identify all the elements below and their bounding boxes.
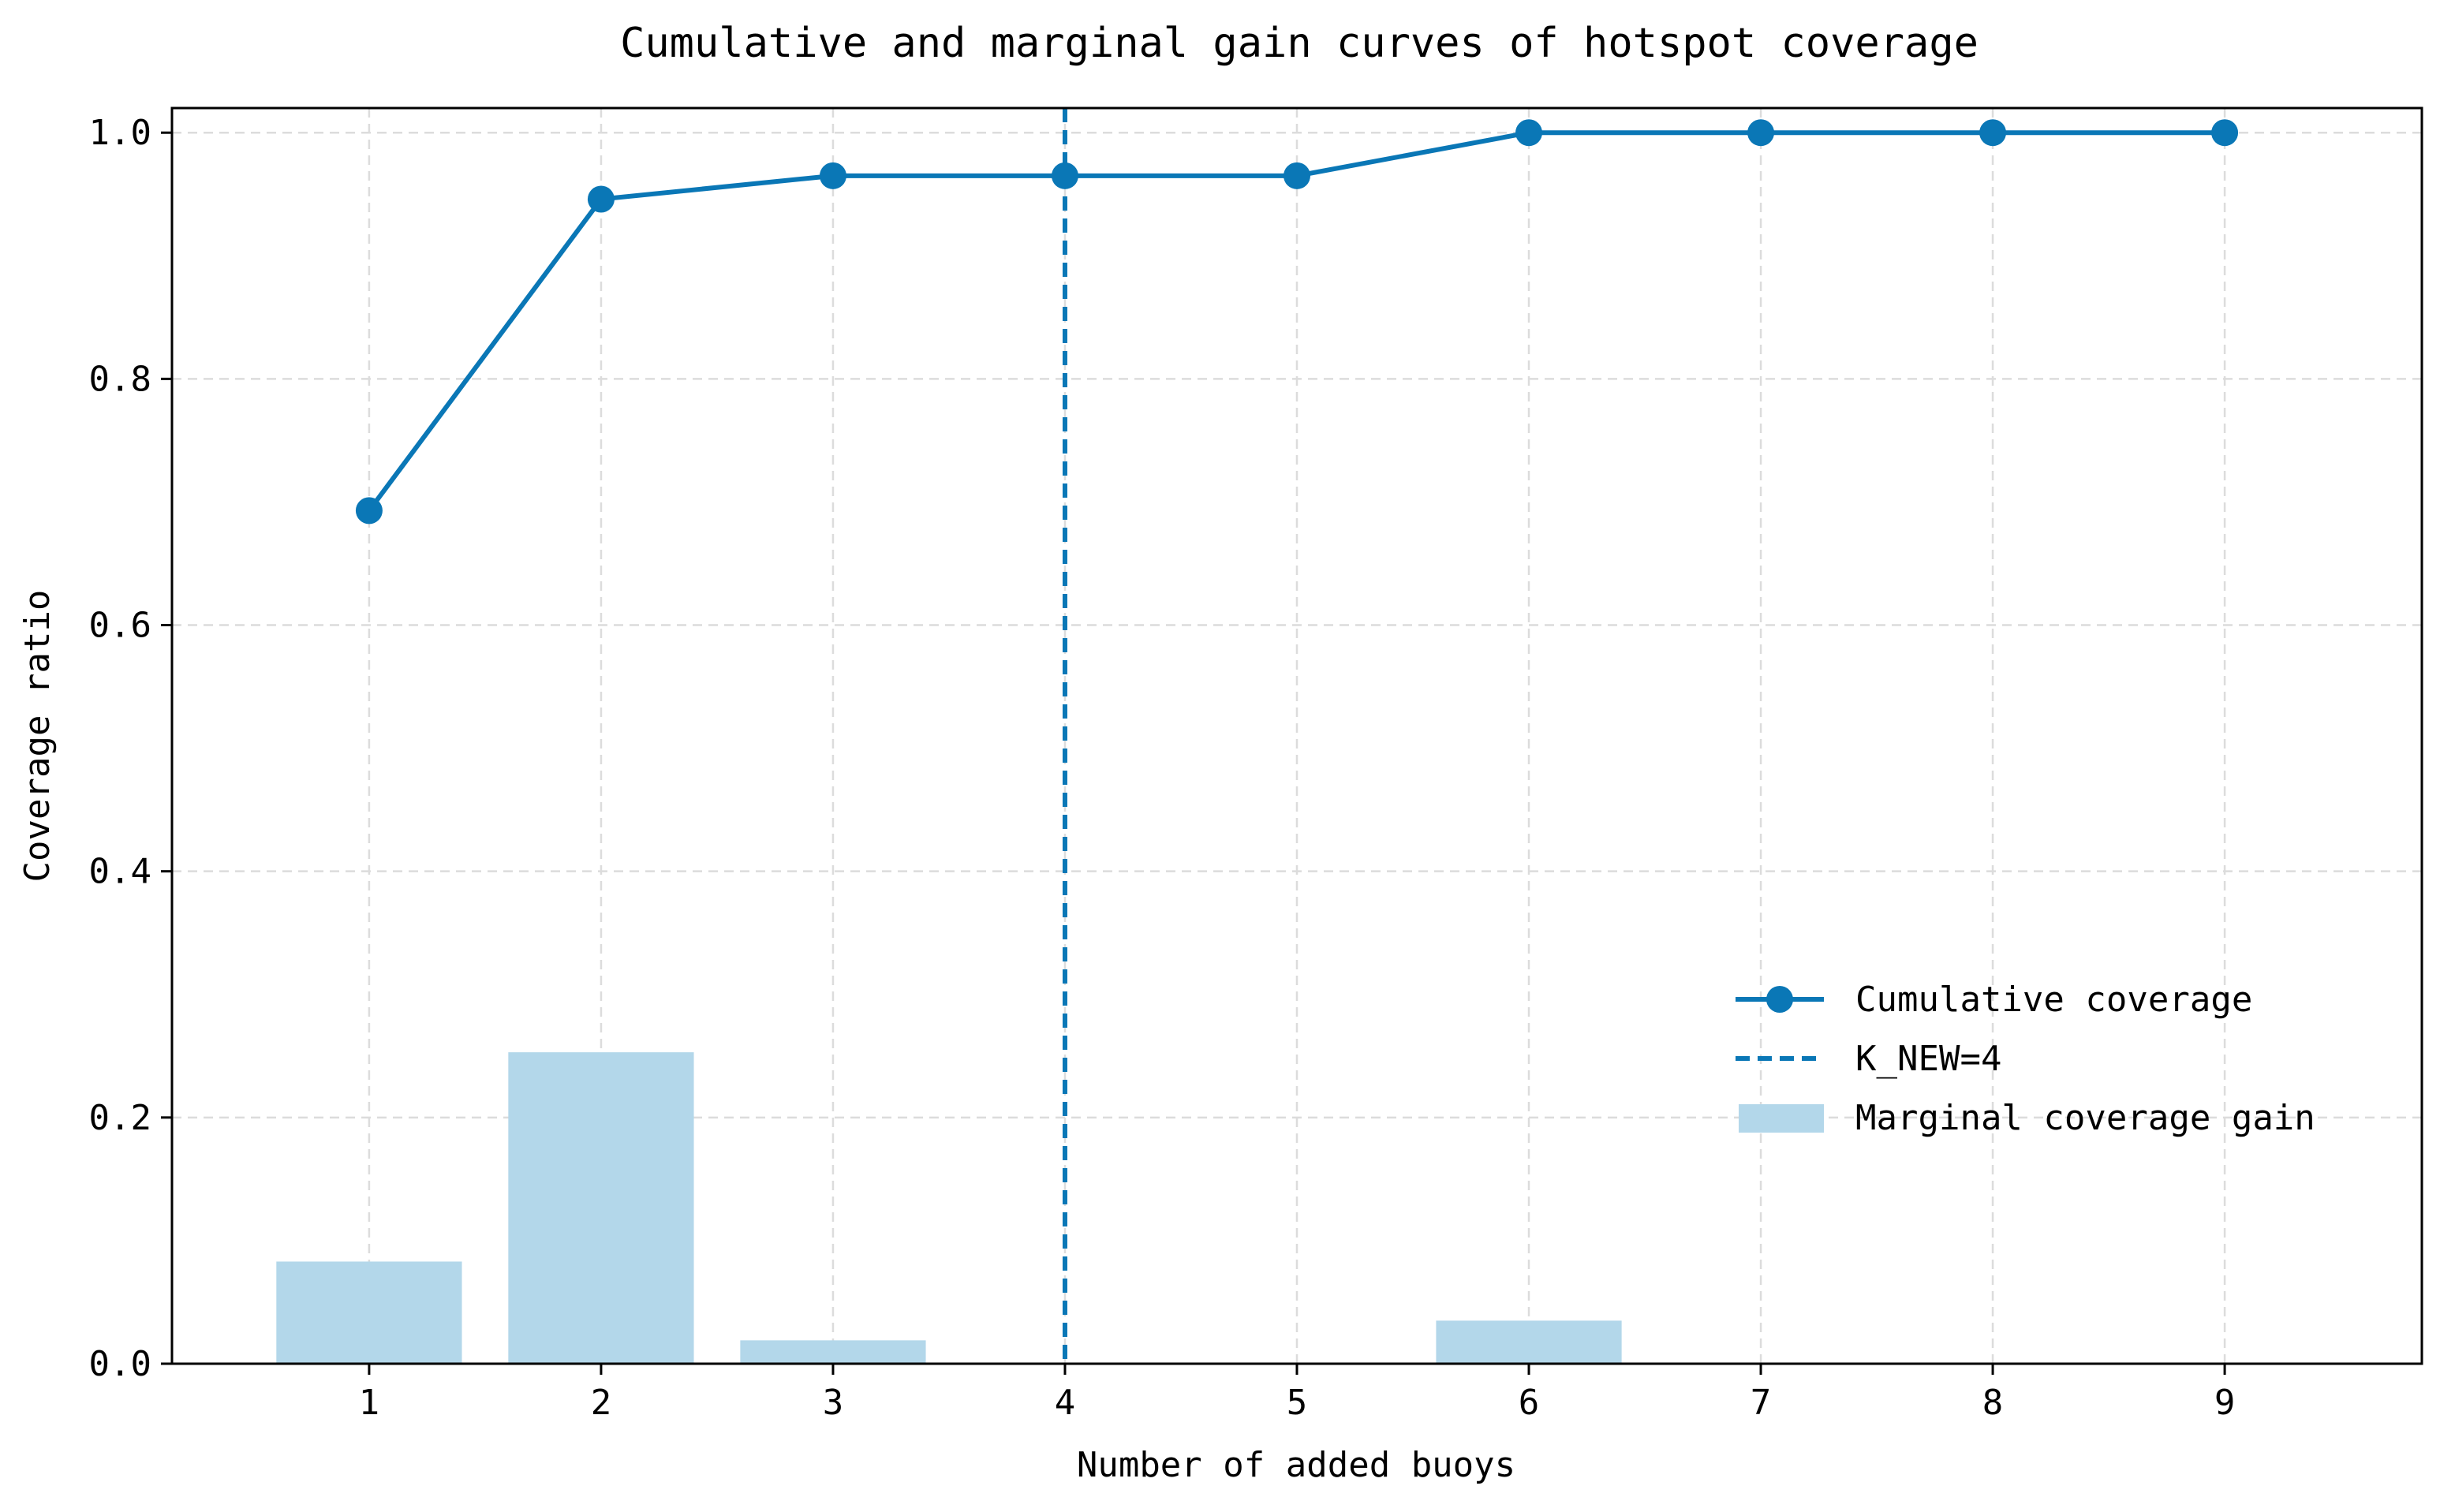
legend: Cumulative coverage K_NEW=4 Marginal cov…	[1736, 980, 2315, 1138]
x-tick-label: 2	[591, 1383, 612, 1423]
legend-label-cumulative: Cumulative coverage	[1855, 980, 2252, 1020]
y-tick-label: 0.0	[89, 1344, 151, 1384]
legend-label-k-new: K_NEW=4	[1855, 1039, 2001, 1079]
axis-ticks: 1 2 3 4 5 6 7 8 9 0.0 0.2 0.4 0.6 0.8 1.0	[89, 113, 2236, 1423]
x-tick-label: 9	[2214, 1383, 2236, 1423]
bar	[740, 1340, 926, 1364]
chart-title: Cumulative and marginal gain curves of h…	[620, 20, 1979, 67]
data-point	[355, 497, 383, 525]
line-series	[355, 119, 2239, 525]
bar	[1436, 1320, 1622, 1364]
y-tick-label: 0.2	[89, 1098, 151, 1138]
data-point	[1747, 119, 1775, 147]
y-tick-label: 0.4	[89, 852, 151, 892]
bar-series	[276, 1052, 1622, 1364]
bar	[508, 1052, 694, 1364]
legend-swatch-marginal	[1739, 1104, 1824, 1133]
data-point	[1051, 162, 1078, 189]
data-point	[2211, 119, 2239, 147]
y-axis-label: Coverage ratio	[17, 590, 58, 883]
data-point	[1284, 162, 1310, 189]
x-axis-label: Number of added buoys	[1077, 1445, 1515, 1485]
data-point	[587, 185, 615, 213]
data-point	[1979, 119, 2007, 147]
data-point	[1515, 119, 1543, 147]
x-tick-label: 1	[359, 1383, 380, 1423]
legend-marker-cumulative	[1766, 986, 1793, 1013]
data-point	[819, 162, 846, 189]
x-tick-label: 4	[1055, 1383, 1076, 1423]
x-tick-label: 7	[1751, 1383, 1772, 1423]
x-tick-label: 3	[823, 1383, 844, 1423]
bar	[276, 1261, 462, 1364]
y-tick-label: 0.8	[89, 359, 151, 399]
y-tick-label: 1.0	[89, 113, 151, 153]
x-tick-label: 5	[1287, 1383, 1308, 1423]
y-tick-label: 0.6	[89, 606, 151, 646]
x-tick-label: 8	[1982, 1383, 2004, 1423]
x-tick-label: 6	[1519, 1383, 1540, 1423]
legend-label-marginal: Marginal coverage gain	[1855, 1098, 2315, 1138]
